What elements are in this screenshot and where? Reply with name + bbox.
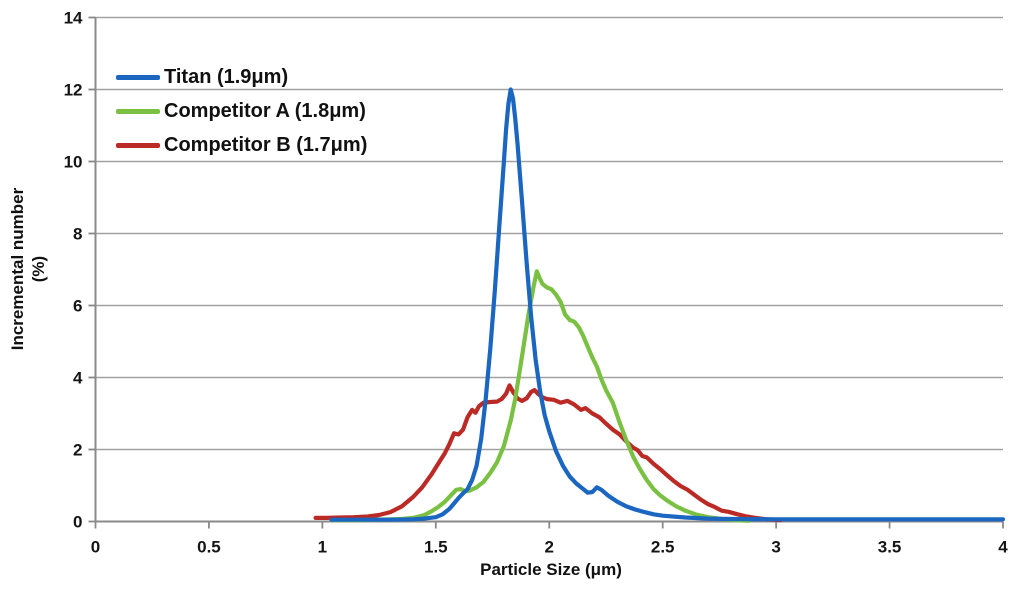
legend-item-competitor-b: Competitor B (1.7μm) [116,128,367,162]
y-tick-label: 12 [64,81,83,100]
series-line-titan [329,87,1006,522]
legend: Titan (1.9μm) Competitor A (1.8μm) Compe… [116,60,367,162]
x-tick-label: 3 [771,538,780,557]
y-tick-label: 4 [73,369,83,388]
legend-item-competitor-a: Competitor A (1.8μm) [116,94,367,128]
legend-label-competitor-a: Competitor A (1.8μm) [164,99,366,122]
y-axis-title: Incremental number (%) [7,188,50,351]
x-tick-label: 1.5 [424,538,448,557]
y-tick-label: 14 [64,9,83,28]
series-line-competitor-a [331,269,752,523]
legend-item-titan: Titan (1.9μm) [116,60,367,94]
x-tick-label: 0 [91,538,100,557]
competitor-a-line-swatch [116,108,160,114]
y-tick-label: 8 [73,225,82,244]
competitor-b-line-swatch [116,142,160,148]
x-tick-label: 3.5 [878,538,902,557]
y-tick-label: 10 [64,153,83,172]
x-tick-label: 1 [318,538,327,557]
legend-label-competitor-b: Competitor B (1.7μm) [164,133,368,156]
x-tick-label: 2.5 [651,538,675,557]
y-axis-title-line1: Incremental number [7,187,27,351]
series-line-competitor-b [313,383,783,523]
legend-label-titan: Titan (1.9μm) [164,65,289,88]
x-tick-label: 0.5 [197,538,221,557]
x-tick-label: 4 [998,538,1008,557]
y-tick-label: 2 [73,441,82,460]
y-tick-label: 0 [73,513,82,532]
titan-line-swatch [116,74,160,80]
y-axis-title-line2: (%) [29,255,48,283]
x-axis-title: Particle Size (μm) [480,560,622,579]
y-tick-label: 6 [73,297,82,316]
x-tick-label: 2 [545,538,554,557]
